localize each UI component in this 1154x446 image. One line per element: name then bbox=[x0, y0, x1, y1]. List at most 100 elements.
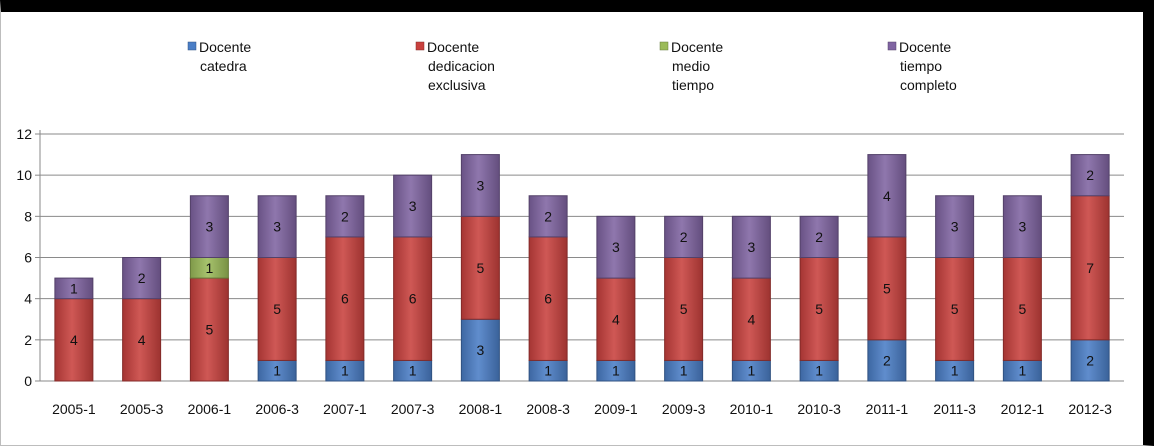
x-tick-label-2007-1: 2007-1 bbox=[323, 401, 367, 417]
data-label-2009-1-docente-dedicacion-exclusiva: 4 bbox=[612, 311, 620, 327]
data-label-2011-1-docente-dedicacion-exclusiva: 5 bbox=[883, 280, 891, 296]
legend-swatch-docente-medio-tiempo bbox=[659, 41, 669, 51]
data-label-2005-1-docente-dedicacion-exclusiva: 4 bbox=[70, 332, 78, 348]
bar-2008-1-docente-catedra bbox=[460, 318, 500, 382]
data-label-2007-3-docente-tiempo-completo: 3 bbox=[409, 198, 417, 214]
y-tick-label-4: 4 bbox=[24, 291, 32, 307]
data-label-2007-1-docente-dedicacion-exclusiva: 6 bbox=[341, 291, 349, 307]
data-label-2012-1-docente-tiempo-completo: 3 bbox=[1018, 219, 1026, 235]
data-label-2011-1-docente-tiempo-completo: 4 bbox=[883, 188, 891, 204]
x-tick-label-2008-1: 2008-1 bbox=[459, 401, 503, 417]
data-label-2006-3-docente-dedicacion-exclusiva: 5 bbox=[273, 301, 281, 317]
legend-swatch-docente-dedicacion-exclusiva bbox=[415, 41, 425, 51]
data-label-2010-1-docente-dedicacion-exclusiva: 4 bbox=[747, 311, 755, 327]
data-label-2006-1-docente-dedicacion-exclusiva: 5 bbox=[205, 322, 213, 338]
bar-2009-3-docente-dedicacion-exclusiva bbox=[664, 257, 704, 361]
data-label-2010-1-docente-catedra: 1 bbox=[747, 363, 755, 379]
bar-2010-1-docente-tiempo-completo bbox=[731, 215, 771, 279]
x-tick-label-2005-1: 2005-1 bbox=[52, 401, 96, 417]
bar-2007-1-docente-tiempo-completo bbox=[325, 195, 365, 238]
data-label-2008-3-docente-catedra: 1 bbox=[544, 363, 552, 379]
bar-2009-1-docente-dedicacion-exclusiva bbox=[596, 277, 636, 361]
data-label-2009-1-docente-catedra: 1 bbox=[612, 363, 620, 379]
data-label-2010-3-docente-dedicacion-exclusiva: 5 bbox=[815, 301, 823, 317]
data-label-2010-1-docente-tiempo-completo: 3 bbox=[747, 239, 755, 255]
data-label-2012-3-docente-tiempo-completo: 2 bbox=[1086, 167, 1094, 183]
data-label-2008-1-docente-tiempo-completo: 3 bbox=[476, 177, 484, 193]
legend: Docente catedra Docente dedicacion exclusiva… bbox=[187, 39, 957, 93]
bar-2006-1-docente-tiempo-completo bbox=[189, 195, 229, 258]
bar-2012-3-docente-tiempo-completo bbox=[1070, 154, 1110, 197]
data-label-2011-3-docente-tiempo-completo: 3 bbox=[951, 219, 959, 235]
bar-2010-1-docente-dedicacion-exclusiva bbox=[731, 277, 771, 361]
data-label-2006-1-docente-tiempo-completo: 3 bbox=[205, 219, 213, 235]
data-label-2006-3-docente-catedra: 1 bbox=[273, 363, 281, 379]
data-label-2007-1-docente-catedra: 1 bbox=[341, 363, 349, 379]
legend-label-docente-catedra: Docente catedra bbox=[199, 39, 251, 74]
data-label-2012-1-docente-dedicacion-exclusiva: 5 bbox=[1018, 301, 1026, 317]
legend-swatch-docente-tiempo-completo bbox=[887, 41, 897, 51]
x-tick-label-2006-1: 2006-1 bbox=[188, 401, 232, 417]
x-tick-label-2007-3: 2007-3 bbox=[391, 401, 435, 417]
bar-2007-3-docente-tiempo-completo bbox=[393, 174, 433, 238]
x-tick-label-2009-1: 2009-1 bbox=[594, 401, 638, 417]
data-label-2009-3-docente-catedra: 1 bbox=[680, 363, 688, 379]
data-label-2011-3-docente-catedra: 1 bbox=[951, 363, 959, 379]
bar-2005-1-docente-tiempo-completo bbox=[54, 277, 94, 300]
data-label-2007-3-docente-dedicacion-exclusiva: 6 bbox=[409, 291, 417, 307]
x-tick-label-2010-3: 2010-3 bbox=[797, 401, 841, 417]
x-tick-label-2006-3: 2006-3 bbox=[255, 401, 299, 417]
y-tick-label-12: 12 bbox=[16, 126, 32, 142]
bar-2011-1-docente-dedicacion-exclusiva bbox=[867, 236, 907, 341]
bar-2011-3-docente-tiempo-completo bbox=[935, 195, 975, 258]
bar-2006-1-docente-dedicacion-exclusiva bbox=[189, 277, 229, 382]
data-label-2006-3-docente-tiempo-completo: 3 bbox=[273, 219, 281, 235]
data-label-2012-1-docente-catedra: 1 bbox=[1018, 363, 1026, 379]
data-label-2008-3-docente-dedicacion-exclusiva: 6 bbox=[544, 291, 552, 307]
bar-2005-3-docente-dedicacion-exclusiva bbox=[122, 298, 162, 382]
x-tick-label-2010-1: 2010-1 bbox=[730, 401, 774, 417]
bar-2007-3-docente-dedicacion-exclusiva bbox=[393, 236, 433, 361]
bar-2009-1-docente-tiempo-completo bbox=[596, 215, 636, 279]
data-label-2009-3-docente-dedicacion-exclusiva: 5 bbox=[680, 301, 688, 317]
data-label-2011-3-docente-dedicacion-exclusiva: 5 bbox=[951, 301, 959, 317]
bar-2008-3-docente-tiempo-completo bbox=[528, 195, 568, 238]
x-tick-label-2008-3: 2008-3 bbox=[526, 401, 570, 417]
data-label-2005-3-docente-dedicacion-exclusiva: 4 bbox=[138, 332, 146, 348]
data-label-2008-1-docente-dedicacion-exclusiva: 5 bbox=[476, 260, 484, 276]
data-label-2009-1-docente-tiempo-completo: 3 bbox=[612, 239, 620, 255]
x-tick-label-2011-3: 2011-3 bbox=[933, 401, 976, 417]
data-label-2005-3-docente-tiempo-completo: 2 bbox=[138, 270, 146, 286]
bar-2006-3-docente-tiempo-completo bbox=[257, 195, 297, 258]
data-label-2010-3-docente-catedra: 1 bbox=[815, 363, 823, 379]
bar-2011-1-docente-tiempo-completo bbox=[867, 154, 907, 238]
legend-label-docente-tiempo-completo: Docente tiempo completo bbox=[899, 39, 957, 93]
y-tick-label-0: 0 bbox=[24, 373, 32, 389]
bar-2005-3-docente-tiempo-completo bbox=[122, 257, 162, 300]
bar-2010-3-docente-tiempo-completo bbox=[799, 215, 839, 258]
data-label-2011-1-docente-catedra: 2 bbox=[883, 352, 891, 368]
bar-2009-3-docente-tiempo-completo bbox=[664, 215, 704, 258]
bar-2008-1-docente-tiempo-completo bbox=[460, 154, 500, 217]
bar-2012-3-docente-dedicacion-exclusiva bbox=[1070, 195, 1110, 341]
data-label-2009-3-docente-tiempo-completo: 2 bbox=[680, 229, 688, 245]
data-label-2010-3-docente-tiempo-completo: 2 bbox=[815, 229, 823, 245]
x-tick-label-2005-3: 2005-3 bbox=[120, 401, 164, 417]
x-tick-label-2009-3: 2009-3 bbox=[662, 401, 706, 417]
bar-2011-1-docente-catedra bbox=[867, 339, 907, 382]
bar-2012-1-docente-dedicacion-exclusiva bbox=[1002, 257, 1042, 361]
bars: 4 1 4 2 5 1 3 1 5 3 1 6 2 1 6 3 3 5 3 1 6 2 1 4 3 1 5 2 1 4 3 1 5 2 2 5 4 1 5 3… bbox=[54, 154, 1110, 382]
x-tick-label-2012-1: 2012-1 bbox=[1001, 401, 1045, 417]
data-label-2008-1-docente-catedra: 3 bbox=[476, 342, 484, 358]
legend-label-docente-medio-tiempo: Docente medio tiempo bbox=[671, 39, 723, 93]
bar-2012-3-docente-catedra bbox=[1070, 339, 1110, 382]
legend-swatch-docente-catedra bbox=[187, 41, 197, 51]
data-label-2005-1-docente-tiempo-completo: 1 bbox=[70, 280, 78, 296]
x-tick-label-2012-3: 2012-3 bbox=[1068, 401, 1112, 417]
bar-2006-3-docente-dedicacion-exclusiva bbox=[257, 257, 297, 361]
bar-2007-1-docente-dedicacion-exclusiva bbox=[325, 236, 365, 361]
y-tick-label-6: 6 bbox=[24, 250, 32, 266]
data-label-2012-3-docente-dedicacion-exclusiva: 7 bbox=[1086, 260, 1094, 276]
y-tick-label-8: 8 bbox=[24, 208, 32, 224]
